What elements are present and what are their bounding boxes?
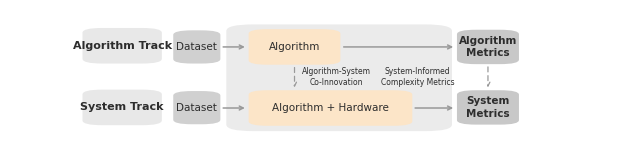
FancyBboxPatch shape [227,24,452,131]
Text: Algorithm: Algorithm [269,42,320,52]
FancyBboxPatch shape [173,91,220,124]
FancyBboxPatch shape [83,90,162,125]
Text: System-Informed
Complexity Metrics: System-Informed Complexity Metrics [381,67,454,87]
Text: Dataset: Dataset [177,103,217,113]
FancyBboxPatch shape [173,30,220,64]
Text: Algorithm-System
Co-Innovation: Algorithm-System Co-Innovation [302,67,371,87]
Text: System Track: System Track [81,102,164,112]
Text: System
Metrics: System Metrics [466,96,510,119]
FancyBboxPatch shape [83,28,162,64]
Text: Algorithm
Metrics: Algorithm Metrics [459,36,517,58]
FancyBboxPatch shape [457,90,519,125]
FancyBboxPatch shape [457,30,519,64]
Text: Algorithm Track: Algorithm Track [72,41,172,51]
FancyBboxPatch shape [249,90,412,126]
FancyBboxPatch shape [249,29,340,65]
Text: Algorithm + Hardware: Algorithm + Hardware [272,103,389,113]
Text: Dataset: Dataset [177,42,217,52]
